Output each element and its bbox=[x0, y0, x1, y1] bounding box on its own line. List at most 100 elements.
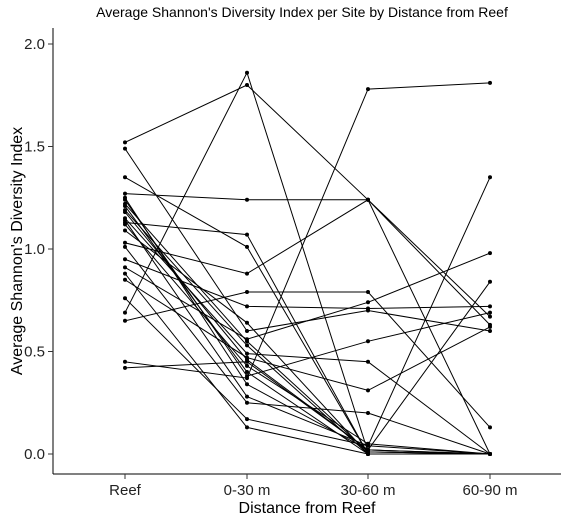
site-series-line bbox=[124, 82, 491, 379]
data-point bbox=[123, 296, 127, 301]
data-point bbox=[245, 417, 249, 422]
x-axis-title: Distance from Reef bbox=[239, 500, 376, 517]
x-tick-label: 30-60 m bbox=[340, 482, 395, 499]
site-series-line bbox=[124, 279, 491, 391]
data-point bbox=[245, 376, 249, 381]
x-tick-label: 60-90 m bbox=[462, 482, 517, 499]
site-series-line bbox=[124, 221, 490, 455]
data-point bbox=[366, 359, 370, 364]
data-point bbox=[123, 318, 127, 323]
site-series-line bbox=[124, 224, 491, 455]
y-axis-title: Average Shannon's Diversity Index bbox=[9, 127, 26, 375]
y-tick-label: 2.0 bbox=[24, 36, 45, 53]
data-point bbox=[366, 300, 370, 305]
data-point bbox=[366, 339, 370, 344]
data-point bbox=[245, 425, 249, 430]
y-tick-label: 1.0 bbox=[24, 241, 45, 258]
site-series-line bbox=[124, 291, 491, 428]
data-point bbox=[245, 304, 249, 309]
data-point bbox=[123, 204, 127, 208]
data-point bbox=[123, 365, 127, 370]
data-point bbox=[245, 394, 249, 399]
site-series-line bbox=[124, 209, 490, 455]
data-point bbox=[123, 265, 127, 270]
data-point bbox=[245, 400, 249, 405]
y-tick-label: 0.5 bbox=[24, 344, 45, 361]
data-point bbox=[245, 197, 249, 202]
site-series-line bbox=[124, 217, 491, 455]
data-point bbox=[366, 388, 370, 393]
data-point bbox=[245, 232, 249, 237]
site-series-line bbox=[124, 148, 491, 332]
site-series-line bbox=[124, 252, 491, 340]
data-point bbox=[488, 324, 492, 329]
data-point bbox=[123, 240, 127, 245]
data-point bbox=[366, 87, 370, 92]
data-point bbox=[123, 175, 127, 180]
y-tick-label: 1.5 bbox=[24, 139, 45, 156]
data-point bbox=[245, 351, 249, 356]
x-tick-label: 0-30 m bbox=[224, 482, 271, 499]
data-point bbox=[488, 310, 492, 315]
data-point bbox=[245, 320, 249, 325]
site-series-line bbox=[124, 258, 491, 310]
data-point bbox=[123, 146, 127, 151]
data-point bbox=[366, 452, 370, 456]
data-point bbox=[123, 197, 127, 202]
site-series-line bbox=[124, 220, 491, 455]
data-point bbox=[123, 257, 127, 262]
site-series-line bbox=[124, 71, 491, 455]
site-series-line bbox=[124, 273, 490, 455]
site-series-line bbox=[124, 177, 491, 447]
data-point bbox=[245, 244, 249, 249]
data-point bbox=[245, 359, 249, 364]
data-point bbox=[123, 359, 127, 364]
data-point bbox=[245, 370, 249, 374]
site-series-line bbox=[124, 199, 491, 317]
x-tick-label: Reef bbox=[109, 482, 142, 499]
data-point bbox=[488, 452, 492, 456]
data-point bbox=[488, 314, 492, 319]
data-point bbox=[366, 411, 370, 415]
site-series-line bbox=[124, 246, 491, 455]
y-axis-ticks: 0.0 0.5 1.0 1.5 2.0 bbox=[24, 36, 53, 463]
data-point bbox=[366, 306, 370, 311]
data-point bbox=[245, 355, 249, 360]
site-series-line bbox=[124, 281, 491, 451]
data-point bbox=[488, 279, 492, 284]
data-point bbox=[488, 329, 492, 333]
series-lines bbox=[124, 71, 491, 455]
data-point bbox=[123, 228, 127, 233]
x-axis-ticks: Reef 0-30 m 30-60 m 60-90 m bbox=[109, 474, 518, 499]
site-series-line bbox=[124, 211, 491, 455]
data-point bbox=[488, 80, 492, 85]
chart-title: Average Shannon's Diversity Index per Si… bbox=[96, 4, 508, 20]
data-point bbox=[366, 443, 370, 448]
data-point bbox=[366, 290, 370, 294]
y-tick-label: 0.0 bbox=[24, 446, 45, 463]
data-point bbox=[245, 382, 249, 387]
data-point bbox=[245, 271, 249, 276]
data-point bbox=[245, 290, 249, 294]
data-point bbox=[123, 310, 127, 315]
data-point bbox=[366, 197, 370, 202]
data-point bbox=[366, 447, 370, 452]
data-point bbox=[123, 271, 127, 276]
data-point bbox=[245, 363, 249, 368]
data-point bbox=[123, 244, 127, 249]
data-point bbox=[488, 304, 492, 309]
data-point bbox=[245, 329, 249, 333]
data-point bbox=[245, 337, 249, 342]
data-point bbox=[245, 83, 249, 87]
data-point bbox=[123, 191, 127, 196]
data-point bbox=[488, 251, 492, 256]
data-point bbox=[488, 425, 492, 430]
site-series-line bbox=[124, 199, 491, 377]
data-point bbox=[123, 277, 127, 282]
site-series-line bbox=[124, 203, 491, 455]
data-point bbox=[123, 222, 127, 227]
site-series-line bbox=[124, 84, 491, 326]
data-point bbox=[245, 343, 249, 348]
data-point bbox=[123, 140, 127, 145]
